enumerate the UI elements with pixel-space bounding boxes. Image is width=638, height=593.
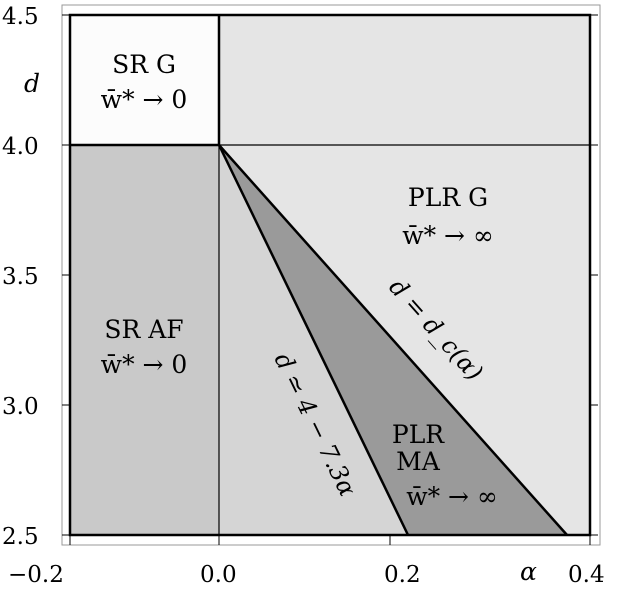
x-ticks: [69, 535, 591, 545]
x-tick-neg0.2: −0.2: [8, 562, 64, 588]
y-tick-3.5: 3.5: [2, 264, 39, 290]
region-upper-right: [219, 15, 590, 145]
label-sr-g-line2: w̄* → 0: [101, 85, 188, 114]
y-tick-3.0: 3.0: [2, 394, 39, 420]
label-plr-g-line2: w̄* → ∞: [402, 221, 494, 250]
curve-approx: [217, 144, 410, 536]
label-sr-af-line1: SR AF: [104, 315, 183, 344]
x-tick-0.0: 0.0: [200, 562, 237, 588]
y-tick-4.5: 4.5: [2, 4, 39, 30]
region-sr-g: [70, 15, 219, 145]
label-sr-g-line1: SR G: [112, 50, 176, 79]
y-axis-name: d: [24, 69, 40, 98]
label-sr-af-line2: w̄* → 0: [101, 350, 188, 379]
label-plr-ma-line2: MA: [396, 447, 441, 476]
label-plr-ma-line1: PLR: [392, 420, 445, 449]
x-tick-0.4: 0.4: [568, 562, 605, 588]
region-plr-g: [219, 145, 590, 535]
y-tick-4.0: 4.0: [2, 134, 39, 160]
x-tick-0.2: 0.2: [384, 562, 421, 588]
y-tick-2.5: 2.5: [2, 524, 39, 550]
x-axis-name: α: [520, 557, 537, 586]
label-plr-g-line1: PLR G: [408, 183, 488, 212]
curve-critical: [218, 144, 568, 536]
y-ticks: [62, 14, 598, 536]
label-plr-ma-line3: w̄* → ∞: [406, 482, 498, 511]
region-sr-af: [70, 145, 219, 535]
